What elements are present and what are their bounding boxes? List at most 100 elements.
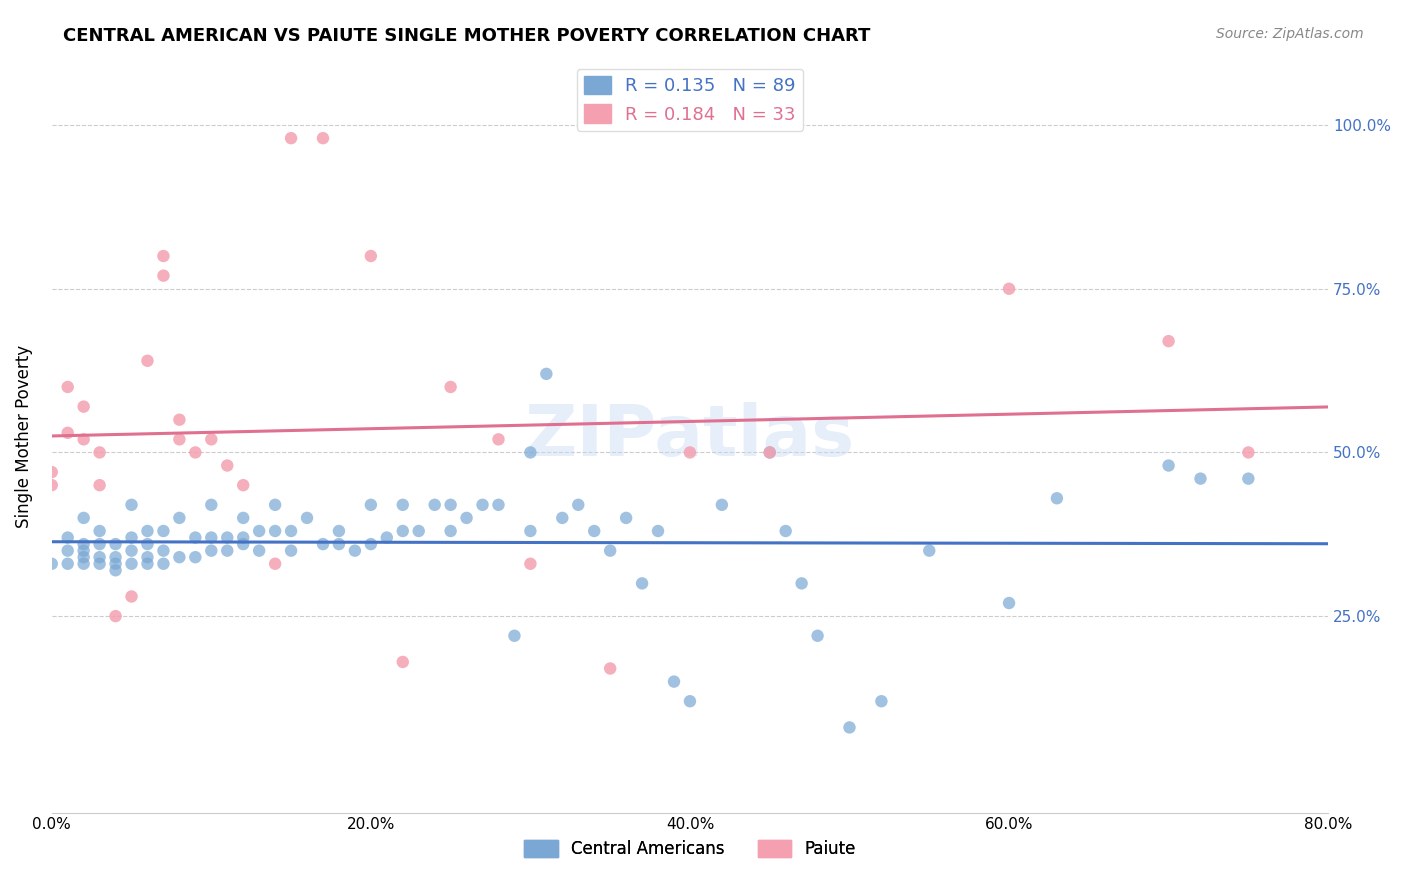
Central Americans <box>280 543 302 558</box>
Central Americans <box>838 720 860 734</box>
Central Americans <box>169 550 191 565</box>
Central Americans <box>456 511 478 525</box>
Central Americans <box>295 511 318 525</box>
Paiute <box>73 400 96 414</box>
Paiute <box>121 590 143 604</box>
Central Americans <box>200 543 222 558</box>
Central Americans <box>503 629 526 643</box>
Central Americans <box>1237 472 1260 486</box>
Central Americans <box>232 537 254 551</box>
Paiute <box>89 478 111 492</box>
Paiute <box>488 433 510 447</box>
Central Americans <box>439 498 461 512</box>
Central Americans <box>169 511 191 525</box>
Central Americans <box>136 550 159 565</box>
Paiute <box>136 353 159 368</box>
Paiute <box>232 478 254 492</box>
Central Americans <box>488 498 510 512</box>
Central Americans <box>73 537 96 551</box>
Central Americans <box>136 524 159 538</box>
Central Americans <box>56 531 79 545</box>
Paiute <box>360 249 382 263</box>
Central Americans <box>136 557 159 571</box>
Central Americans <box>184 531 207 545</box>
Paiute <box>1157 334 1180 348</box>
Central Americans <box>790 576 813 591</box>
Paiute <box>56 425 79 440</box>
Central Americans <box>583 524 606 538</box>
Text: ZIPatlas: ZIPatlas <box>524 401 855 471</box>
Central Americans <box>121 498 143 512</box>
Text: CENTRAL AMERICAN VS PAIUTE SINGLE MOTHER POVERTY CORRELATION CHART: CENTRAL AMERICAN VS PAIUTE SINGLE MOTHER… <box>63 27 870 45</box>
Central Americans <box>232 511 254 525</box>
Paiute <box>599 661 621 675</box>
Central Americans <box>89 537 111 551</box>
Central Americans <box>391 524 413 538</box>
Central Americans <box>870 694 893 708</box>
Paiute <box>184 445 207 459</box>
Paiute <box>1237 445 1260 459</box>
Central Americans <box>217 543 239 558</box>
Central Americans <box>280 524 302 538</box>
Central Americans <box>247 524 270 538</box>
Central Americans <box>89 557 111 571</box>
Text: Source: ZipAtlas.com: Source: ZipAtlas.com <box>1216 27 1364 41</box>
Central Americans <box>328 524 350 538</box>
Paiute <box>56 380 79 394</box>
Central Americans <box>73 550 96 565</box>
Central Americans <box>121 543 143 558</box>
Central Americans <box>264 524 287 538</box>
Paiute <box>41 465 63 479</box>
Central Americans <box>73 511 96 525</box>
Paiute <box>998 282 1021 296</box>
Central Americans <box>247 543 270 558</box>
Central Americans <box>232 531 254 545</box>
Central Americans <box>806 629 828 643</box>
Paiute <box>264 557 287 571</box>
Central Americans <box>264 498 287 512</box>
Central Americans <box>152 524 174 538</box>
Central Americans <box>41 557 63 571</box>
Central Americans <box>679 694 702 708</box>
Paiute <box>89 445 111 459</box>
Paiute <box>391 655 413 669</box>
Central Americans <box>647 524 669 538</box>
Paiute <box>439 380 461 394</box>
Central Americans <box>89 550 111 565</box>
Central Americans <box>328 537 350 551</box>
Central Americans <box>391 498 413 512</box>
Paiute <box>152 249 174 263</box>
Central Americans <box>375 531 398 545</box>
Central Americans <box>1157 458 1180 473</box>
Central Americans <box>439 524 461 538</box>
Central Americans <box>104 550 127 565</box>
Central Americans <box>200 531 222 545</box>
Central Americans <box>56 557 79 571</box>
Central Americans <box>423 498 446 512</box>
Central Americans <box>614 511 637 525</box>
Central Americans <box>104 557 127 571</box>
Central Americans <box>312 537 335 551</box>
Central Americans <box>519 524 541 538</box>
Paiute <box>280 131 302 145</box>
Central Americans <box>343 543 366 558</box>
Central Americans <box>360 498 382 512</box>
Central Americans <box>408 524 430 538</box>
Paiute <box>679 445 702 459</box>
Central Americans <box>758 445 780 459</box>
Central Americans <box>360 537 382 551</box>
Central Americans <box>152 557 174 571</box>
Paiute <box>73 433 96 447</box>
Central Americans <box>662 674 685 689</box>
Central Americans <box>631 576 654 591</box>
Central Americans <box>551 511 574 525</box>
Central Americans <box>121 531 143 545</box>
Paiute <box>152 268 174 283</box>
Central Americans <box>599 543 621 558</box>
Central Americans <box>775 524 797 538</box>
Central Americans <box>184 550 207 565</box>
Paiute <box>41 478 63 492</box>
Central Americans <box>567 498 589 512</box>
Paiute <box>312 131 335 145</box>
Central Americans <box>121 557 143 571</box>
